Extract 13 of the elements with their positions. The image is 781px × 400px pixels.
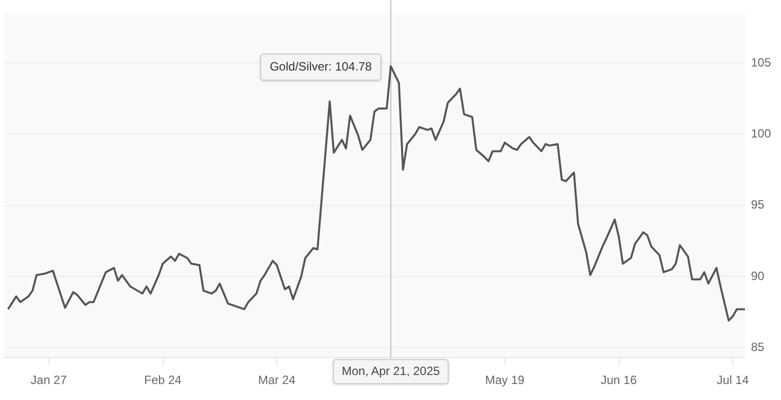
y-tick-label: 90 (750, 268, 765, 283)
ref-line-label: Mon, Apr 21, 2025 (342, 364, 440, 378)
x-tick-label: May 19 (485, 373, 525, 388)
x-tick-label: Jan 27 (30, 373, 68, 388)
x-tick-label: Jul 14 (716, 373, 750, 388)
y-tick-label: 95 (750, 198, 765, 212)
annotation: Gold/Silver: 104.78 (270, 59, 372, 74)
x-tick-label: Jun 16 (600, 373, 638, 388)
y-tick-label: 100 (750, 126, 772, 140)
x-tick-label: Mar 24 (258, 373, 296, 388)
y-tick-label: 85 (750, 340, 765, 354)
y-tick-label: 105 (750, 55, 772, 70)
x-tick-label: Feb 24 (144, 373, 182, 388)
